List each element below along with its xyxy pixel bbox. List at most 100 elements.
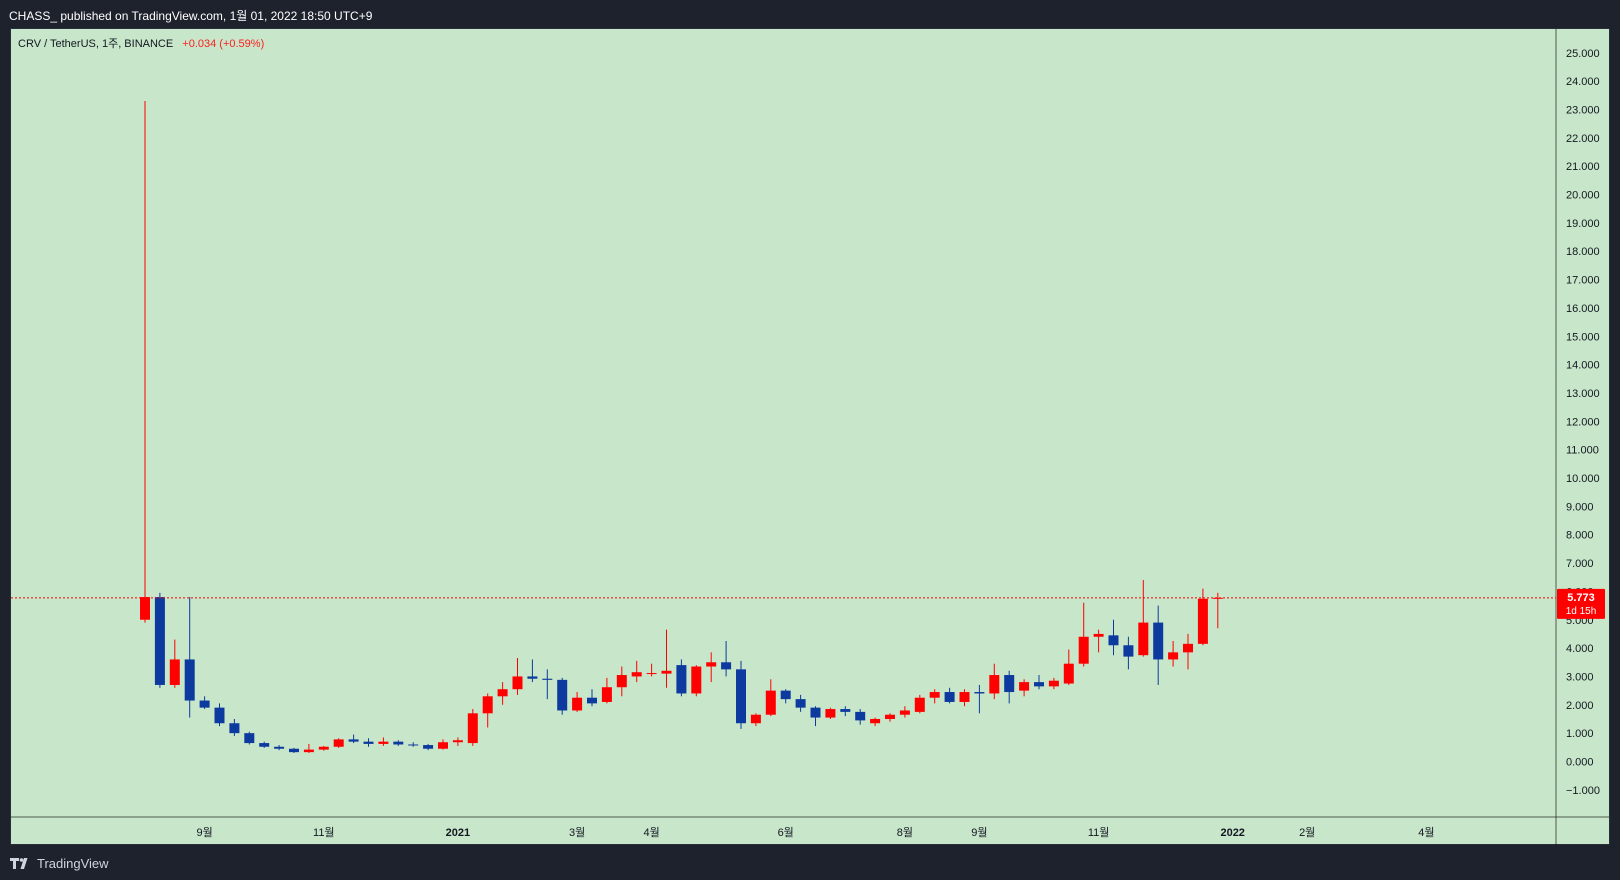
price-tick-label: 17.000 [1566, 275, 1600, 287]
time-tick-label: 8월 [897, 826, 913, 839]
candle [885, 713, 895, 722]
candle-body [199, 700, 210, 708]
candle-body [646, 673, 657, 675]
candle [855, 709, 866, 725]
candle-body [706, 662, 717, 667]
candle [1078, 602, 1089, 667]
candle [646, 663, 657, 677]
candle [780, 689, 791, 704]
candle-body [333, 739, 344, 747]
candle [393, 740, 404, 746]
price-tick-label: 11.000 [1566, 445, 1599, 457]
candle [378, 737, 389, 746]
candle [631, 660, 642, 683]
candle [795, 694, 806, 712]
publish-line: CHASS_ published on TradingView.com, 1월 … [9, 9, 373, 23]
time-tick-label: 9월 [971, 826, 987, 839]
candle-body [870, 718, 881, 724]
candle [184, 597, 195, 718]
candle [542, 669, 553, 700]
price-tick-label: 4.000 [1566, 643, 1594, 655]
candle-body [214, 707, 225, 724]
candle-body [154, 597, 165, 685]
price-tick-label: 9.000 [1566, 501, 1594, 513]
candle-body [780, 690, 791, 700]
symbol-legend: CRV / TetherUS, 1주, BINANCE +0.034 (+0.5… [18, 35, 264, 51]
candle-body [363, 741, 374, 744]
candle [959, 689, 970, 707]
candle-body [452, 740, 463, 743]
candle [244, 731, 255, 745]
candle-body [423, 745, 434, 749]
chart-panel[interactable] [10, 28, 1610, 845]
time-tick-label: 2022 [1220, 827, 1244, 839]
price-tick-label: 22.000 [1566, 133, 1600, 145]
candle [736, 660, 746, 729]
price-tick-label: 19.000 [1566, 218, 1600, 230]
candle-body [393, 741, 404, 745]
candle-body [1153, 622, 1164, 660]
candle-body [736, 669, 746, 724]
price-tick-label: 0.000 [1566, 757, 1594, 769]
candle [318, 745, 329, 751]
candle [840, 706, 851, 717]
price-axis[interactable]: −1.0000.0001.0002.0003.0004.0005.0006.00… [1566, 48, 1600, 797]
candle [601, 677, 612, 704]
price-tick-label: 18.000 [1566, 246, 1600, 258]
candle-body [184, 659, 195, 701]
candle [512, 658, 523, 695]
candle [408, 742, 419, 747]
candle-body [527, 676, 538, 679]
candle-body [661, 670, 672, 674]
candle [1004, 670, 1015, 704]
time-axis[interactable]: 9월 11월 2021 3월 4월 6월 8월 9월 11월 2022 2월 4월 [196, 826, 1434, 839]
tradingview-brand: TradingView [10, 856, 109, 871]
candle [169, 639, 180, 688]
candle-body [750, 714, 761, 724]
candle [587, 689, 597, 707]
candle [452, 737, 463, 746]
footer-bar [0, 845, 1620, 880]
candle-body [467, 713, 478, 744]
last-price-tag-box [1557, 588, 1605, 619]
candle [1212, 592, 1223, 629]
candle-body [929, 692, 940, 698]
candle-body [1183, 643, 1193, 653]
candle-body [914, 697, 925, 712]
candle-body [959, 692, 970, 702]
candle-body [1063, 663, 1074, 684]
candle [348, 734, 359, 744]
candle-body [542, 678, 553, 680]
candle-body [259, 743, 270, 747]
candle-body [303, 749, 314, 753]
candle-body [140, 597, 150, 620]
candle [929, 689, 940, 704]
time-tick-label: 11월 [313, 826, 335, 839]
candle [899, 706, 910, 718]
candle-body [1138, 622, 1149, 656]
last-price-tag-countdown: 1d 15h [1566, 606, 1597, 617]
candle [765, 679, 776, 717]
candle-body [1197, 598, 1208, 644]
time-tick-label: 4월 [643, 826, 659, 839]
candle-body [1078, 636, 1089, 664]
publish-header: CHASS_ published on TradingView.com, 1월 … [0, 0, 1620, 28]
price-tick-label: 20.000 [1566, 190, 1600, 202]
candle-body [572, 697, 583, 711]
price-tick-label: 16.000 [1566, 303, 1600, 315]
candle-body [408, 744, 419, 746]
candle [691, 665, 702, 697]
time-tick-label: 2월 [1299, 826, 1315, 839]
candle-body [348, 739, 359, 742]
price-tick-label: 14.000 [1566, 360, 1600, 372]
candle [438, 739, 448, 750]
last-price-tag: 5.773 1d 15h [1557, 588, 1605, 619]
candle-body [378, 741, 389, 744]
time-tick-label: 4월 [1418, 826, 1434, 839]
candle [229, 718, 240, 736]
price-tick-label: 10.000 [1566, 473, 1600, 485]
candle [423, 743, 434, 751]
candle [259, 741, 270, 748]
price-tick-label: 15.000 [1566, 331, 1600, 343]
